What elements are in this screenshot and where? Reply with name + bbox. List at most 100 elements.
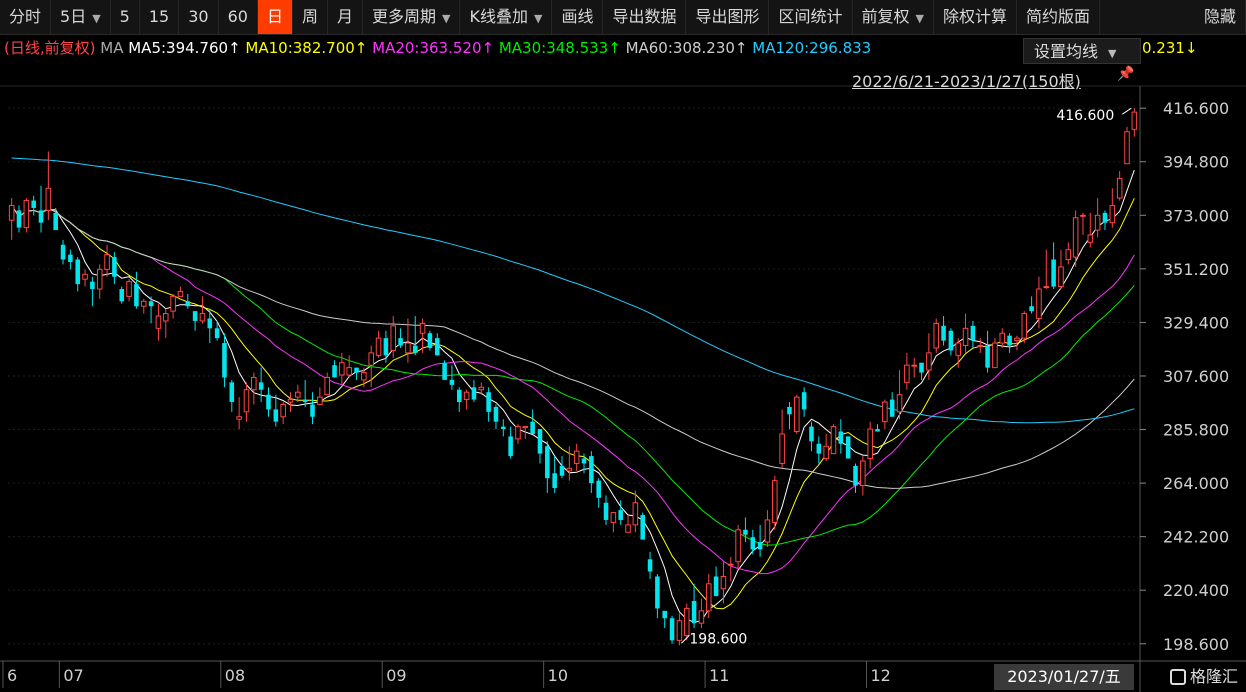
toolbar-item-label: 60 xyxy=(227,7,248,26)
candle-body xyxy=(640,515,645,540)
candle-body xyxy=(302,399,308,403)
set-moving-average-button[interactable]: 设置均线 ▼ xyxy=(1023,38,1141,64)
toolbar-item[interactable]: 除权计算 xyxy=(934,0,1017,34)
toolbar-item[interactable]: 分时 xyxy=(0,0,52,34)
toolbar-item[interactable]: 5 xyxy=(111,0,140,34)
candle xyxy=(449,365,455,390)
candle-body xyxy=(38,210,44,223)
candle xyxy=(1102,210,1108,231)
toolbar-item-label: 前复权 xyxy=(861,7,910,26)
candle xyxy=(962,313,969,353)
candle xyxy=(632,490,639,533)
candle xyxy=(640,512,645,540)
candle-body xyxy=(243,389,250,413)
y-tick-label: 394.800 xyxy=(1163,153,1229,172)
candle-body xyxy=(683,607,690,636)
candle-body xyxy=(31,200,36,208)
candle-body xyxy=(787,406,792,415)
ma60-line xyxy=(11,205,1135,489)
candle-body xyxy=(1080,214,1086,217)
toolbar-item[interactable]: 画线 xyxy=(552,0,604,34)
candle xyxy=(941,316,946,346)
toolbar-item-label: 隐藏 xyxy=(1203,7,1236,26)
logo-icon xyxy=(1170,669,1186,685)
candle xyxy=(1014,335,1020,351)
toolbar-item[interactable]: 隐藏 xyxy=(1195,0,1246,34)
candle-body xyxy=(354,367,359,373)
chart-annotations: 416.600 198.600 xyxy=(681,107,1132,647)
toolbar-item-label: 5 xyxy=(119,7,130,26)
candle-body xyxy=(750,537,756,550)
candle-body xyxy=(970,325,976,341)
legend-ma-item: MA5:394.760↑ xyxy=(128,39,245,57)
candle-body xyxy=(889,399,895,417)
candle-body xyxy=(1072,217,1079,258)
candle-body xyxy=(545,446,550,479)
candle-body xyxy=(743,529,748,535)
candle-body xyxy=(860,460,866,487)
candle xyxy=(596,478,601,508)
toolbar-item-label: 除权计算 xyxy=(942,7,1007,26)
candle xyxy=(1080,212,1086,235)
ma20-line xyxy=(11,205,1135,575)
legend-ma-label: MA xyxy=(100,39,128,57)
candle-body xyxy=(68,254,73,262)
candle xyxy=(779,409,785,469)
candle xyxy=(999,328,1006,348)
toolbar-item-label: 30 xyxy=(188,7,209,26)
candle xyxy=(463,389,470,410)
candle xyxy=(126,279,132,302)
candle-body xyxy=(273,409,279,422)
toolbar-item[interactable]: 日 xyxy=(257,0,293,34)
candle xyxy=(1043,249,1050,290)
candle-body xyxy=(508,436,513,457)
toolbar-item[interactable]: 导出数据 xyxy=(603,0,687,34)
toolbar-item[interactable]: 周 xyxy=(293,0,328,34)
candle-body xyxy=(875,429,880,432)
candle xyxy=(537,429,543,464)
date-range[interactable]: 2022/6/21-2023/1/27(150根) xyxy=(852,72,1081,91)
toolbar-item[interactable]: 简约版面 xyxy=(1017,0,1101,34)
candle xyxy=(823,433,829,461)
candle-body xyxy=(522,426,529,429)
candle-body xyxy=(162,313,169,322)
set-ma-label: 设置均线 xyxy=(1034,42,1099,61)
toolbar-item[interactable]: 导出图形 xyxy=(686,0,770,34)
candle-body xyxy=(896,394,903,413)
toolbar-item[interactable]: 区间统计 xyxy=(769,0,853,34)
pin-icon[interactable]: 📌 xyxy=(1117,66,1135,82)
candle xyxy=(1087,212,1094,248)
candle-body xyxy=(96,268,103,290)
candle-body xyxy=(610,512,617,523)
candle xyxy=(214,320,220,341)
candle-body xyxy=(985,345,990,368)
candle-body xyxy=(60,244,66,260)
candle-body xyxy=(566,467,573,472)
candle-body xyxy=(427,333,433,348)
chevron-down-icon: ▼ xyxy=(92,12,101,25)
candle xyxy=(1072,210,1079,267)
toolbar-item-label: 更多周期 xyxy=(371,7,436,26)
toolbar-item[interactable]: 60 xyxy=(219,0,258,34)
toolbar-item[interactable]: 5日 ▼ xyxy=(51,0,111,34)
candle-body xyxy=(676,620,683,641)
candle xyxy=(493,404,499,430)
candle-body xyxy=(713,576,719,597)
candle xyxy=(545,441,550,493)
candle-body xyxy=(669,618,675,641)
toolbar-item[interactable]: K线叠加 ▼ xyxy=(460,0,553,34)
candle xyxy=(280,402,286,425)
candle xyxy=(581,453,587,474)
candle xyxy=(566,446,573,481)
candle xyxy=(720,561,727,604)
toolbar-item[interactable]: 15 xyxy=(140,0,180,34)
toolbar-item[interactable]: 30 xyxy=(179,0,219,34)
candle-body xyxy=(390,325,397,351)
candle xyxy=(229,379,235,412)
candle xyxy=(919,362,924,380)
candle-body xyxy=(449,379,455,385)
toolbar-item[interactable]: 月 xyxy=(328,0,363,34)
toolbar-item[interactable]: 前复权 ▼ xyxy=(853,0,934,34)
toolbar-item[interactable]: 更多周期 ▼ xyxy=(363,0,461,34)
candle-body xyxy=(772,480,778,523)
